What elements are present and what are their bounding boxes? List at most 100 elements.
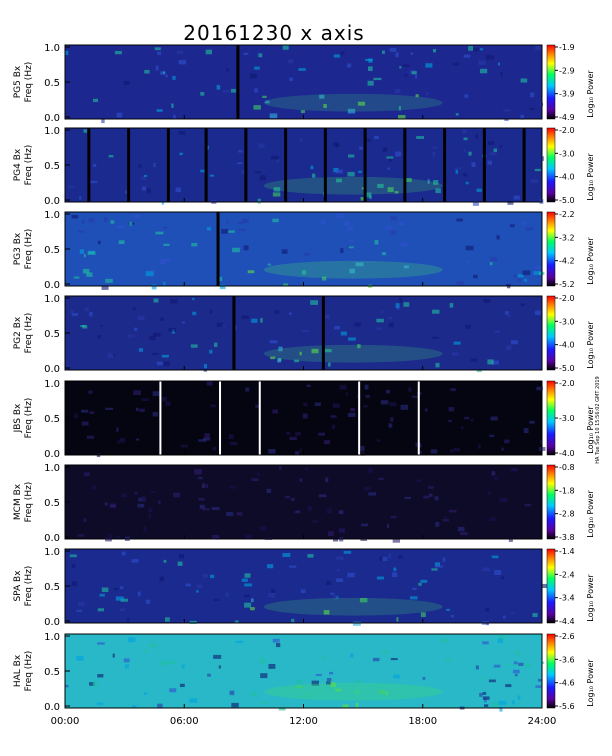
y-tick-label: 0.0 — [44, 617, 60, 628]
colorbar — [546, 380, 556, 456]
figure-title: 20161230 x axis — [183, 21, 364, 45]
y-tick-label: 0.5 — [44, 667, 60, 678]
colorbar-tick-label: -4.9 — [559, 113, 575, 122]
activity-band — [263, 93, 443, 112]
station-label: SPA Bx — [13, 570, 23, 602]
colorbar-tick-label: -3.9 — [559, 90, 575, 99]
colorbar-tick-label: -2.8 — [559, 510, 575, 519]
colorbar-tick-label: -5.0 — [559, 364, 575, 373]
y-axis-label: Freq (Hz) — [24, 145, 34, 186]
panel-background — [65, 296, 542, 370]
colorbar-tick-label: -1.4 — [559, 547, 575, 556]
y-tick-label: 0.5 — [44, 329, 60, 340]
colorbar-tick-label: -3.2 — [559, 233, 575, 242]
panel-pg3: 0.0 0.5 1.0 PG3 Bx Freq (Hz) -2.2 -3.2 -4.2 -5.2… — [13, 210, 595, 291]
activity-band — [263, 176, 443, 195]
x-tick-label: 06:00 — [170, 716, 199, 727]
y-tick-label: 0.5 — [44, 414, 60, 425]
y-tick-label: 0.0 — [44, 702, 60, 713]
y-tick-label: 0.5 — [44, 78, 60, 89]
activity-band — [263, 682, 443, 701]
colorbar-tick-label: -5.0 — [559, 196, 575, 205]
y-axis-label: Freq (Hz) — [24, 229, 34, 270]
panel-background — [65, 465, 542, 539]
y-axis-label: Freq (Hz) — [24, 482, 34, 523]
y-tick-label: 0.0 — [44, 533, 60, 544]
x-tick-label: 18:00 — [408, 716, 437, 727]
colorbar-label: Log₁₀ Power — [586, 153, 595, 201]
panel-pg2: 0.0 0.5 1.0 PG2 Bx Freq (Hz) -2.0 -3.0 -4.0 -5.0… — [13, 294, 595, 375]
colorbar — [546, 211, 556, 287]
panel-background — [65, 634, 542, 708]
panel-jbs: 0.0 0.5 1.0 JBS Bx Freq (Hz) -2.0 -3.0 -4.0 Log₁… — [13, 379, 595, 460]
colorbar-tick-label: -2.0 — [559, 379, 575, 388]
colorbar — [546, 464, 556, 540]
panel-background — [65, 45, 542, 119]
colorbar-tick-label: -3.0 — [559, 317, 575, 326]
colorbar — [546, 633, 556, 709]
colorbar-tick-label: -4.0 — [559, 449, 575, 458]
colorbar-label: Log₁₀ Power — [586, 659, 595, 707]
colorbar-tick-label: -3.0 — [559, 414, 575, 423]
station-label: MCM Bx — [13, 483, 23, 520]
spectral-texture — [77, 465, 532, 543]
colorbar-tick-label: -3.4 — [559, 594, 575, 603]
activity-band — [263, 260, 443, 279]
colorbar-tick-label: -2.0 — [559, 294, 575, 303]
y-tick-label: 0.0 — [44, 449, 60, 460]
panel-mcm: 0.0 0.5 1.0 MCM Bx Freq (Hz) -0.8 -1.8 -2.8 -3.8… — [13, 463, 595, 544]
y-tick-label: 1.0 — [44, 210, 60, 221]
y-tick-label: 0.5 — [44, 161, 60, 172]
colorbar-tick-label: -1.8 — [559, 486, 575, 495]
colorbar-tick-label: -1.9 — [559, 43, 575, 52]
colorbar-label: Log₁₀ Power — [586, 321, 595, 369]
side-note: HA Tue Sep 10 15:56:02 GMT 2019 — [595, 376, 601, 463]
y-tick-label: 1.0 — [44, 463, 60, 474]
x-tick-label: 12:00 — [289, 716, 318, 727]
panel-spa: 0.0 0.5 1.0 SPA Bx Freq (Hz) -1.4 -2.4 -3.4 -4.4… — [13, 547, 595, 628]
station-label: PG5 Bx — [13, 65, 23, 98]
y-tick-label: 1.0 — [44, 294, 60, 305]
y-tick-label: 1.0 — [44, 379, 60, 390]
colorbar-tick-label: -2.0 — [559, 126, 575, 135]
colorbar-label: Log₁₀ Power — [586, 574, 595, 622]
colorbar — [546, 548, 556, 624]
y-tick-label: 0.0 — [44, 196, 60, 207]
panel-background — [65, 549, 542, 623]
colorbar-label: Log₁₀ Power — [586, 490, 595, 538]
spectral-texture — [68, 129, 545, 206]
spectral-texture — [69, 550, 547, 626]
colorbar — [546, 127, 556, 203]
colorbar-label: Log₁₀ Power — [586, 237, 595, 285]
y-axis-label: Freq (Hz) — [24, 398, 34, 439]
station-label: PG3 Bx — [13, 232, 23, 265]
colorbar-tick-label: -4.0 — [559, 341, 575, 350]
y-tick-label: 1.0 — [44, 632, 60, 643]
colorbar-tick-label: -3.8 — [559, 533, 575, 542]
y-axis-label: Freq (Hz) — [24, 313, 34, 354]
x-tick-label: 24:00 — [528, 716, 557, 727]
spectral-texture — [71, 213, 545, 290]
panel-pg5: 0.0 0.5 1.0 PG5 Bx Freq (Hz) -1.9 -2.9 -3.9 -4.9… — [13, 43, 595, 124]
colorbar-tick-label: -5.2 — [559, 280, 575, 289]
panel-pg4: 0.0 0.5 1.0 PG4 Bx Freq (Hz) -2.0 -3.0 -4.0 -5.0… — [13, 126, 595, 207]
y-axis-label: Freq (Hz) — [24, 62, 34, 103]
y-tick-label: 0.5 — [44, 245, 60, 256]
colorbar-tick-label: -3.0 — [559, 149, 575, 158]
y-tick-label: 0.5 — [44, 498, 60, 509]
colorbar-tick-label: -2.6 — [559, 632, 575, 641]
y-tick-label: 1.0 — [44, 43, 60, 54]
spectral-texture — [70, 297, 541, 373]
colorbar-label: Log₁₀ Power — [586, 406, 595, 454]
y-tick-label: 1.0 — [44, 547, 60, 558]
x-tick-label: 00:00 — [51, 716, 80, 727]
colorbar-tick-label: -3.6 — [559, 655, 575, 664]
colorbar — [546, 44, 556, 120]
y-tick-label: 0.5 — [44, 582, 60, 593]
colorbar-tick-label: -5.6 — [559, 702, 575, 711]
station-label: PG4 Bx — [13, 148, 23, 181]
activity-band — [263, 597, 443, 616]
y-tick-label: 0.0 — [44, 364, 60, 375]
y-axis-label: Freq (Hz) — [24, 566, 34, 607]
